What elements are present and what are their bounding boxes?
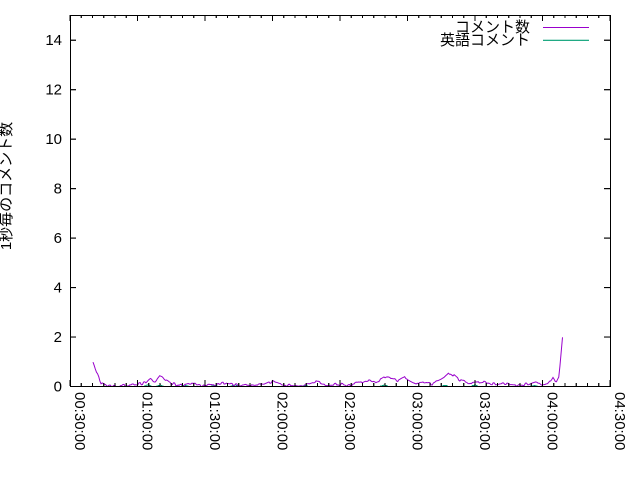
svg-text:8: 8 <box>54 181 62 198</box>
svg-text:03:00:00: 03:00:00 <box>409 392 426 450</box>
svg-text:04:00:00: 04:00:00 <box>544 392 561 450</box>
svg-text:04:30:00: 04:30:00 <box>611 392 628 450</box>
svg-text:1秒毎のコメント数: 1秒毎のコメント数 <box>0 122 15 250</box>
svg-text:03:30:00: 03:30:00 <box>476 392 493 450</box>
svg-text:0: 0 <box>54 379 62 396</box>
svg-text:12: 12 <box>45 82 62 99</box>
svg-text:10: 10 <box>45 131 62 148</box>
svg-text:英語コメント: 英語コメント <box>440 31 530 49</box>
svg-text:4: 4 <box>54 280 62 297</box>
svg-text:2: 2 <box>54 329 62 346</box>
svg-text:14: 14 <box>45 32 62 49</box>
svg-text:01:00:00: 01:00:00 <box>139 392 156 450</box>
svg-text:02:00:00: 02:00:00 <box>274 392 291 450</box>
svg-text:01:30:00: 01:30:00 <box>206 392 223 450</box>
svg-text:6: 6 <box>54 230 62 247</box>
svg-text:02:30:00: 02:30:00 <box>341 392 358 450</box>
svg-text:00:30:00: 00:30:00 <box>71 392 88 450</box>
